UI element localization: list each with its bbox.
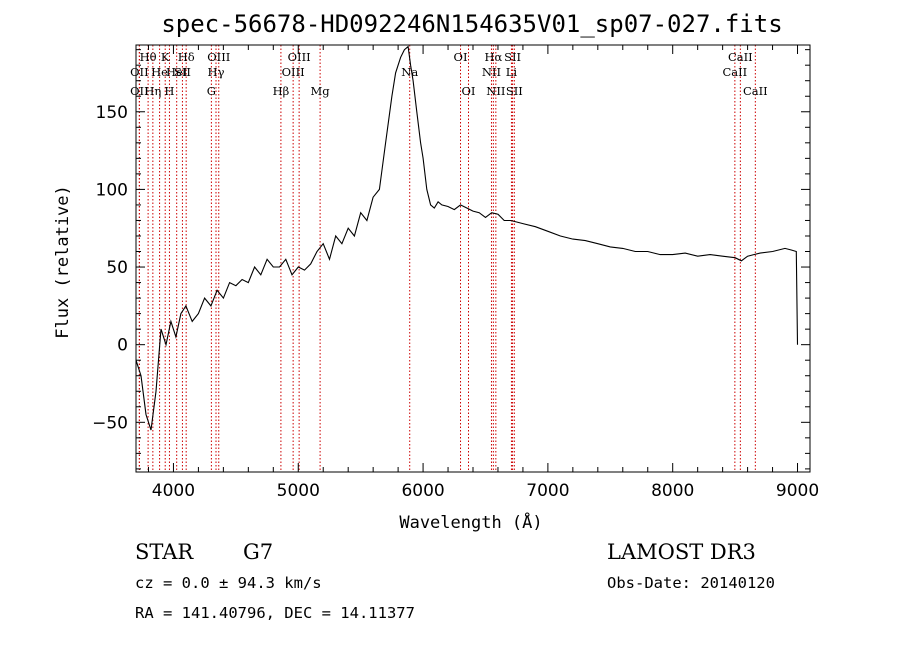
spectral-line-label: SII [506, 84, 523, 98]
spectral-line-label: CaII [722, 65, 747, 79]
coordinates: RA = 141.40796, DEC = 14.11377 [135, 604, 415, 622]
spectral-line-label: Hδ [178, 50, 195, 64]
spectral-line-label: He [151, 65, 168, 79]
spectral-line-label: SII [174, 65, 191, 79]
object-class: STAR [135, 540, 194, 564]
spectral-line-label: SII [504, 50, 521, 64]
axis-ticks: 4000 5000 6000 7000 8000 9000 −50 0 50 100 150 [92, 45, 819, 501]
spectral-line-label: Mg [311, 84, 331, 98]
x-tick-label: 6000 [401, 481, 444, 501]
x-tick-label: 9000 [776, 481, 819, 501]
spectral-line-label: OIII [288, 50, 311, 64]
y-tick-label: −50 [92, 413, 128, 433]
chart-title: spec-56678-HD092246N154635V01_sp07-027.f… [161, 10, 782, 38]
spectral-line-label: NII [486, 84, 505, 98]
y-tick-label: 0 [117, 336, 128, 356]
survey-name: LAMOST DR3 [607, 540, 756, 564]
spectral-line-label: Hα [484, 50, 502, 64]
spectral-line-label: OII [130, 84, 149, 98]
x-tick-label: 8000 [651, 481, 694, 501]
spectral-line-label: Hγ [208, 65, 225, 79]
redshift-velocity: cz = 0.0 ± 94.3 km/s [135, 574, 322, 592]
y-axis-label: Flux (relative) [53, 185, 73, 339]
spectral-line-label: K [161, 50, 170, 64]
y-tick-label: 150 [96, 103, 128, 123]
spectral-line-label: NII [482, 65, 501, 79]
spectral-line-label: G [207, 84, 216, 98]
spectral-line-label: OI [462, 84, 476, 98]
spectral-line-label: CaII [728, 50, 753, 64]
observation-date: Obs-Date: 20140120 [607, 574, 775, 592]
spectral-line-label: OIII [282, 65, 305, 79]
spectral-line-label: OI [454, 50, 468, 64]
spectral-line-label: Hη [144, 84, 161, 98]
x-tick-label: 5000 [277, 481, 320, 501]
x-axis-label: Wavelength (Å) [399, 511, 542, 533]
spectral-line-label: HeI [166, 65, 187, 79]
spectral-line-label: CaII [743, 84, 768, 98]
y-tick-label: 50 [106, 258, 128, 278]
x-tick-label: 7000 [526, 481, 569, 501]
y-tick-label: 100 [96, 180, 128, 200]
spectral-line-label: Hβ [273, 84, 290, 98]
plot-frame [135, 44, 811, 473]
spectral-line-label: Hθ [140, 50, 157, 64]
x-tick-label: 4000 [152, 481, 195, 501]
spectral-line-label: Na [401, 65, 418, 79]
spectral-line-label: OIII [207, 50, 230, 64]
object-subclass: G7 [243, 540, 274, 564]
spectral-line-label: OII [130, 65, 149, 79]
spectral-line-label: Li [506, 65, 518, 79]
flux-series-line [135, 45, 799, 431]
spectral-line-markers [138, 45, 756, 472]
spectral-line-label: H [164, 84, 174, 98]
